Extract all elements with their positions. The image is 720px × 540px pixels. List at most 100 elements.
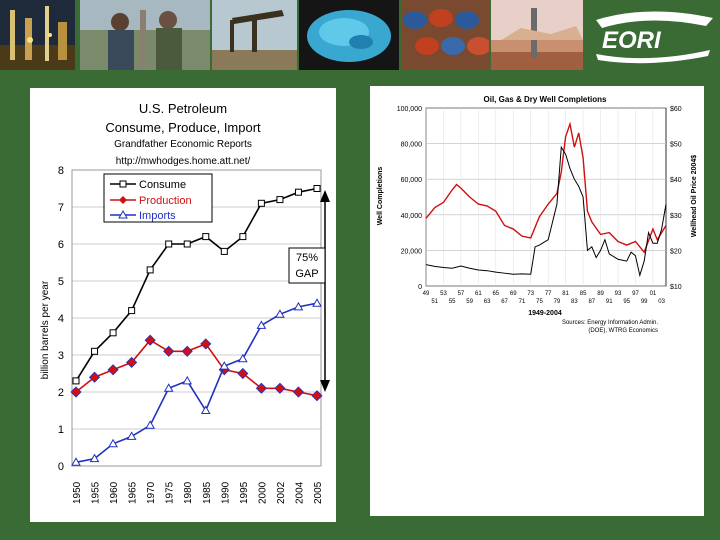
imports-point	[312, 298, 322, 307]
consume-point	[220, 247, 228, 255]
consume-point	[202, 233, 210, 241]
chart-subtitle: Consume, Produce, Import	[105, 120, 261, 135]
plot-area-frame	[71, 169, 322, 467]
caption-text: But - transportation (auto, truck, aircr…	[380, 383, 680, 503]
consume-point	[146, 266, 154, 274]
production-point	[311, 390, 323, 402]
us-petroleum-chart: U.S. Petroleum Consume, Produce, Import …	[40, 101, 330, 504]
chart-title: U.S. Petroleum	[139, 101, 227, 116]
y-tick-label: 40,000	[401, 213, 423, 220]
imports-point	[71, 457, 81, 466]
source-text-line-2: (DOE), WTRG Economics	[588, 328, 658, 334]
production-point	[255, 382, 267, 394]
x-tick-label: 99	[641, 299, 648, 305]
consume-point	[72, 377, 80, 385]
consume-point	[257, 199, 265, 207]
y-tick-label: 4	[58, 313, 64, 325]
x-tick-label: 83	[571, 299, 578, 305]
y-tick-label: 7	[58, 202, 64, 214]
y-tick-label: 100,000	[397, 106, 422, 113]
consume-point	[294, 188, 302, 196]
source-text-line-1: Sources: Energy Information Admin.	[562, 320, 658, 326]
x-tick-label: 01	[650, 291, 657, 297]
x-tick-label: 1980	[183, 481, 194, 504]
oil-price-line	[425, 145, 667, 278]
x-tick-label: 51	[431, 299, 438, 305]
y2-tick-label: $10	[670, 284, 682, 291]
y-tick-label: 2	[58, 387, 64, 399]
y-tick-label: 60,000	[401, 177, 423, 184]
production-point	[292, 386, 305, 398]
legend-imports-marker	[118, 209, 128, 219]
y-tick-label: 5	[58, 276, 64, 288]
y2-axis-label: Wellhead Oil Price 2004$	[691, 155, 698, 237]
x-tick-label: 1970	[146, 481, 157, 504]
consume-point	[183, 240, 191, 248]
production-point	[274, 382, 286, 394]
imports-point	[293, 301, 304, 311]
well-completions-chart: Oil, Gas & Dry Well Completions Well Com…	[377, 95, 698, 334]
x-tick-label: 2005	[313, 481, 324, 504]
x-tick-label: 1960	[109, 481, 120, 504]
svg-text:EORI: EORI	[602, 27, 662, 54]
y2-tick-label: $20	[670, 248, 682, 255]
x-tick-label: 49	[423, 291, 430, 297]
imports-point	[275, 309, 285, 318]
y-axis-label: Well Completions	[377, 167, 384, 226]
y-axis-label: billion barrels per year	[40, 280, 51, 379]
x-tick-label: 61	[475, 291, 482, 297]
y-tick-label: 80,000	[401, 142, 423, 149]
imports-point	[256, 320, 267, 329]
gap-percent-label: 75%	[296, 252, 318, 264]
caption-line-1: But - transportation (auto,	[380, 385, 610, 405]
x-tick-label: 71	[519, 299, 526, 305]
consume-point	[109, 329, 117, 337]
consume-point	[276, 196, 284, 204]
legend-imports-label: Imports	[139, 210, 176, 222]
x-tick-label: 63	[484, 299, 491, 305]
x-tick-label: 03	[658, 299, 665, 305]
x-tick-label: 57	[458, 291, 465, 297]
x-tick-label: 67	[501, 299, 508, 305]
consume-point	[128, 307, 136, 315]
gap-arrowhead-top	[320, 190, 330, 202]
production-point	[88, 371, 101, 383]
reservoir-model-image	[299, 0, 399, 70]
pumpjack-photo	[212, 0, 297, 70]
y2-tick-label: $50	[670, 142, 682, 149]
oilfield-workers-photo	[80, 0, 210, 70]
source-line-1: Grandfather Economic Reports	[114, 139, 252, 150]
x-tick-label: 1975	[165, 481, 176, 504]
imports-point	[89, 453, 100, 463]
legend-consume-label: Consume	[139, 179, 186, 191]
imports-point	[200, 405, 211, 414]
chart-title: Oil, Gas & Dry Well Completions	[484, 95, 608, 104]
x-tick-label: 79	[554, 299, 561, 305]
production-point	[181, 345, 193, 357]
x-tick-label: 85	[580, 291, 587, 297]
y2-tick-label: $40	[670, 177, 682, 184]
consume-point	[239, 233, 247, 241]
consume-point	[91, 347, 99, 355]
eori-logo: EORI	[588, 4, 718, 64]
y-tick-label: 6	[58, 239, 64, 251]
x-tick-label: 53	[440, 291, 447, 297]
x-tick-label: 73	[527, 291, 534, 297]
caption-line-3: plastics and food energy	[380, 433, 596, 453]
y-tick-label: 0	[58, 461, 64, 473]
imports-point	[163, 383, 174, 392]
x-tick-label: 87	[588, 299, 595, 305]
oil-drums-photo	[401, 0, 489, 70]
production-point	[163, 345, 175, 357]
legend-production-marker	[119, 196, 127, 204]
production-point	[126, 356, 138, 368]
x-tick-label: 89	[597, 291, 604, 297]
production-point	[200, 338, 212, 350]
y-tick-label: 1	[58, 424, 64, 436]
x-tick-label: 2002	[276, 481, 287, 504]
x-tick-label: 81	[562, 291, 569, 297]
imports-point	[126, 431, 137, 440]
y-tick-label: 8	[58, 165, 64, 177]
x-tick-label: 1965	[128, 481, 139, 504]
x-tick-label: 2004	[294, 481, 305, 504]
